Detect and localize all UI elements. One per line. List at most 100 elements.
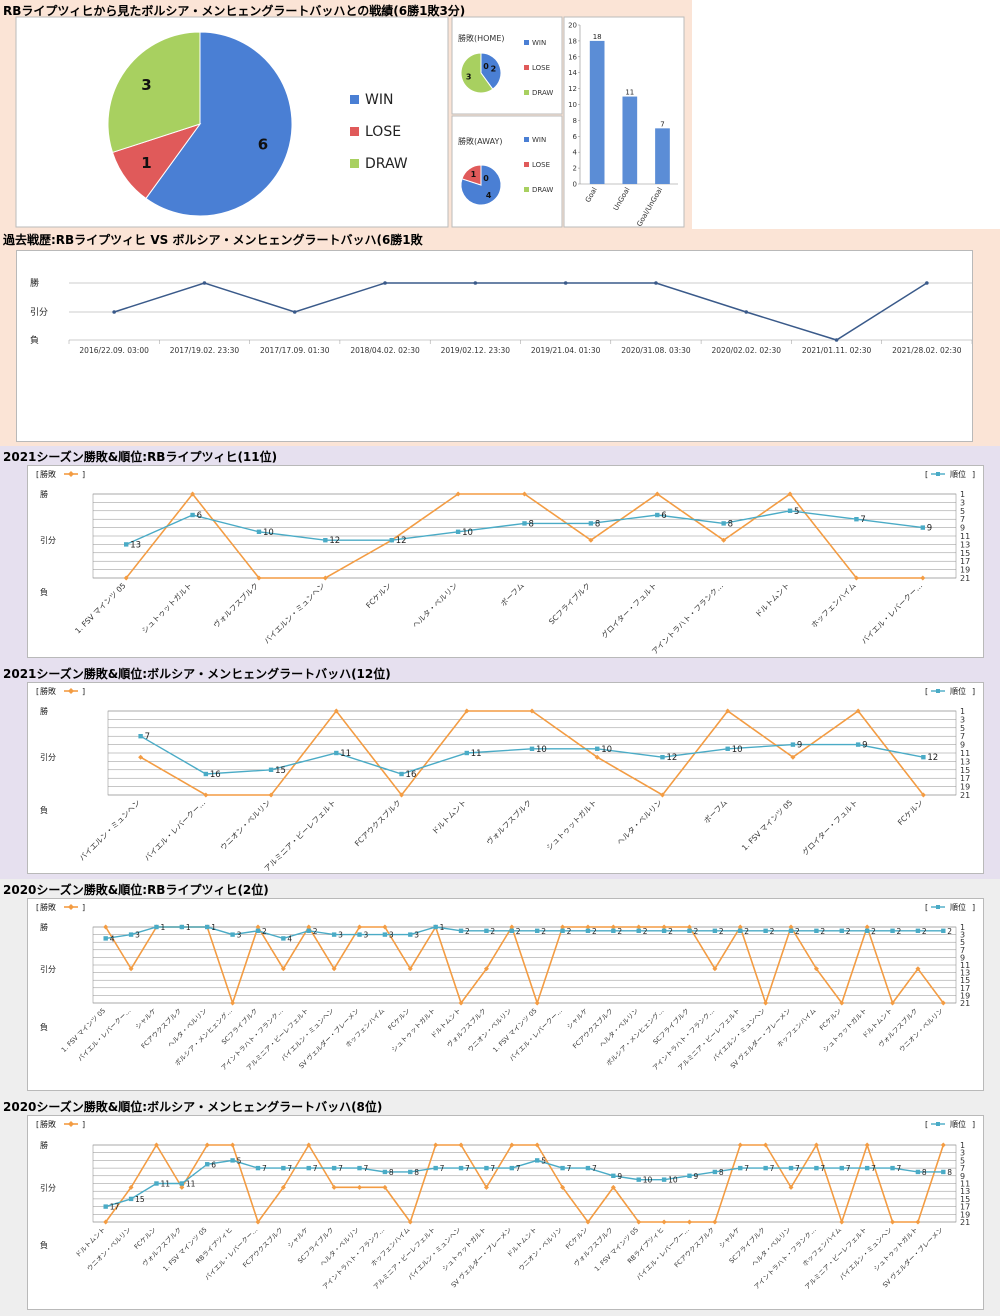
rank-value-label: 12 bbox=[396, 536, 407, 546]
result-legend-label: 勝敗 bbox=[40, 686, 56, 696]
pie-value-label: 6 bbox=[258, 135, 268, 153]
rank-tick-label: 9 bbox=[960, 741, 965, 750]
result-marker bbox=[103, 1219, 109, 1225]
s2021-bmg-title: 2021シーズン勝敗&順位:ボルシア・メンヒェングラートバッハ(12位) bbox=[3, 667, 391, 681]
rank-marker bbox=[255, 928, 261, 933]
away-pie: 4 1 0 勝敗(AWAY) WIN LOSE DRAW bbox=[458, 136, 553, 206]
result-y-label: 引分 bbox=[40, 1183, 56, 1192]
result-marker bbox=[813, 1142, 819, 1148]
rank-value-label: 8 bbox=[922, 1168, 927, 1177]
s2021-rb-chart-panel: 1 3 5 7 9 11 13 15 17 19 21 勝引分負 13 6 10 12 12 10 8 8 6 8 5 7 9 1… bbox=[27, 465, 984, 658]
result-marker bbox=[522, 491, 527, 497]
history-x-label: 2020/31.08. 03:30 bbox=[621, 346, 691, 355]
rank-value-label: 7 bbox=[592, 1164, 597, 1173]
rank-value-label: 2 bbox=[770, 927, 775, 936]
rank-marker bbox=[814, 928, 819, 933]
rank-value-label: 10 bbox=[536, 745, 547, 755]
result-marker bbox=[458, 1142, 464, 1148]
category-label: ウニオン・ベルリン bbox=[898, 1007, 945, 1054]
rank-value-label: 9 bbox=[862, 741, 867, 751]
category-label: 1. FSV マインツ 05 bbox=[740, 798, 795, 853]
result-marker bbox=[190, 491, 196, 497]
result-marker bbox=[636, 1219, 642, 1225]
rank-marker bbox=[464, 750, 469, 756]
rank-value-label: 2 bbox=[262, 927, 267, 936]
category-label: 1. FSV マインツ 05 bbox=[73, 581, 128, 636]
rank-marker bbox=[941, 928, 946, 933]
rank-tick-label: 3 bbox=[960, 931, 965, 940]
pie-value-label: 3 bbox=[141, 76, 151, 94]
rank-marker bbox=[154, 1181, 159, 1186]
rank-marker bbox=[534, 1158, 540, 1163]
rank-marker bbox=[179, 924, 185, 930]
rank-value-label: 11 bbox=[186, 1180, 196, 1189]
rank-marker bbox=[230, 932, 235, 937]
rank-value-label: 7 bbox=[567, 1164, 572, 1173]
history-x-label: 2021/01.11. 02:30 bbox=[802, 346, 872, 355]
category-label: 1. FSV マインツ 05 bbox=[491, 1007, 538, 1054]
result-marker bbox=[255, 1219, 261, 1225]
result-marker bbox=[455, 491, 461, 497]
bar-y-tick: 0 bbox=[573, 181, 577, 189]
result-marker bbox=[915, 1219, 921, 1225]
rank-marker bbox=[455, 529, 461, 534]
result-y-label: 勝 bbox=[40, 489, 48, 499]
result-legend-close: ] bbox=[82, 903, 85, 912]
history-title: 過去戦歴:RBライプツィヒ VS ボルシア・メンヒェングラートバッハ(6勝1敗 bbox=[3, 233, 423, 247]
rank-tick-label: 15 bbox=[960, 766, 970, 775]
rank-legend-label: 順位 bbox=[950, 686, 966, 696]
rank-value-label: 7 bbox=[364, 1164, 369, 1173]
result-marker bbox=[331, 966, 337, 972]
home-pie-title: 勝敗(HOME) bbox=[458, 33, 505, 43]
rank-tick-label: 7 bbox=[960, 515, 965, 524]
rank-marker bbox=[712, 1169, 718, 1175]
rank-marker bbox=[484, 1165, 489, 1171]
history-point bbox=[473, 281, 478, 285]
result-marker bbox=[534, 1142, 540, 1148]
result-y-label: 負 bbox=[40, 1022, 48, 1032]
rank-tick-label: 21 bbox=[960, 999, 970, 1008]
category-label: FCケルン bbox=[896, 798, 925, 827]
rank-value-label: 10 bbox=[668, 1176, 678, 1185]
result-legend-label: 勝敗 bbox=[40, 469, 56, 479]
rank-value-label: 2 bbox=[719, 927, 724, 936]
rank-value-label: 5 bbox=[794, 507, 799, 517]
rank-value-label: 9 bbox=[797, 741, 802, 751]
rank-legend-label: 順位 bbox=[950, 469, 966, 479]
rank-marker bbox=[738, 1165, 743, 1171]
rank-marker bbox=[179, 1181, 185, 1186]
legend-swatch-draw bbox=[350, 159, 359, 168]
bar-value-label: 11 bbox=[625, 89, 634, 97]
result-marker bbox=[788, 924, 794, 930]
rank-marker bbox=[458, 1165, 464, 1171]
pie-value-label: 1 bbox=[141, 154, 151, 172]
rank-marker bbox=[255, 1165, 261, 1171]
rank-tick-label: 15 bbox=[960, 549, 970, 558]
result-marker bbox=[230, 1142, 236, 1148]
rank-tick-label: 19 bbox=[960, 1210, 970, 1219]
s2021-bmg-chart-panel: 1 3 5 7 9 11 13 15 17 19 21 勝引分負 7 16 15 11 16 11 10 10 12 10… bbox=[27, 682, 984, 874]
result-marker bbox=[483, 1184, 489, 1190]
result-marker bbox=[464, 708, 470, 714]
rank-legend-marker bbox=[936, 472, 940, 476]
result-marker bbox=[280, 966, 286, 972]
history-x-label: 2017/17.09. 01:30 bbox=[260, 346, 330, 355]
rank-marker bbox=[712, 928, 718, 933]
rank-tick-label: 19 bbox=[960, 991, 970, 1000]
result-marker bbox=[890, 1219, 896, 1225]
rank-tick-label: 3 bbox=[960, 498, 965, 507]
s2020-bmg-chart-panel: 1 3 5 7 9 11 13 15 17 19 21 勝引分負 17 15 11 11 6 5 7 7 7 7 7 8 8 7 7… bbox=[27, 1115, 984, 1310]
legend-label-win: WIN bbox=[532, 39, 546, 47]
rank-marker bbox=[611, 928, 616, 933]
rank-value-label: 6 bbox=[661, 511, 666, 521]
legend-label-lose: LOSE bbox=[365, 124, 401, 140]
rank-marker bbox=[854, 517, 859, 522]
category-label: ヴォルフスブルク bbox=[484, 797, 533, 846]
rank-value-label: 7 bbox=[846, 1164, 851, 1173]
rank-marker bbox=[790, 742, 796, 747]
result-marker bbox=[686, 1219, 692, 1225]
rank-value-label: 10 bbox=[732, 745, 743, 755]
rank-value-label: 5 bbox=[237, 1156, 242, 1165]
